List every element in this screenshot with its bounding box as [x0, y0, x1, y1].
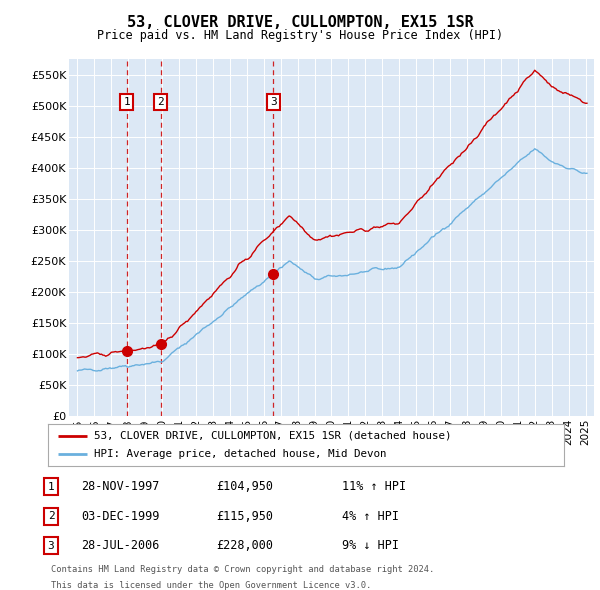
Text: £104,950: £104,950	[216, 480, 273, 493]
Text: 03-DEC-1999: 03-DEC-1999	[81, 510, 160, 523]
Text: 9% ↓ HPI: 9% ↓ HPI	[342, 539, 399, 552]
Text: £115,950: £115,950	[216, 510, 273, 523]
Text: 1: 1	[124, 97, 130, 107]
Text: 11% ↑ HPI: 11% ↑ HPI	[342, 480, 406, 493]
Text: Contains HM Land Registry data © Crown copyright and database right 2024.: Contains HM Land Registry data © Crown c…	[51, 565, 434, 574]
Text: 28-JUL-2006: 28-JUL-2006	[81, 539, 160, 552]
Text: 53, CLOVER DRIVE, CULLOMPTON, EX15 1SR (detached house): 53, CLOVER DRIVE, CULLOMPTON, EX15 1SR (…	[94, 431, 452, 441]
Text: 2: 2	[47, 512, 55, 521]
Text: Price paid vs. HM Land Registry's House Price Index (HPI): Price paid vs. HM Land Registry's House …	[97, 29, 503, 42]
Text: 2: 2	[157, 97, 164, 107]
Text: 4% ↑ HPI: 4% ↑ HPI	[342, 510, 399, 523]
Text: 3: 3	[47, 541, 55, 550]
Text: HPI: Average price, detached house, Mid Devon: HPI: Average price, detached house, Mid …	[94, 449, 387, 459]
Text: 53, CLOVER DRIVE, CULLOMPTON, EX15 1SR: 53, CLOVER DRIVE, CULLOMPTON, EX15 1SR	[127, 15, 473, 30]
Text: 3: 3	[270, 97, 277, 107]
Text: £228,000: £228,000	[216, 539, 273, 552]
Text: This data is licensed under the Open Government Licence v3.0.: This data is licensed under the Open Gov…	[51, 581, 371, 590]
Text: 28-NOV-1997: 28-NOV-1997	[81, 480, 160, 493]
Text: 1: 1	[47, 482, 55, 491]
